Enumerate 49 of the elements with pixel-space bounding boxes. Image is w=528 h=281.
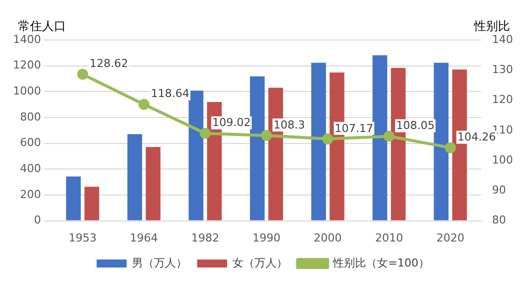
x-tick-label: 1982 [191,231,220,244]
legend-label: 男（万人） [132,256,188,270]
data-label: 118.64 [150,87,190,100]
point [138,98,150,110]
data-label: 107.17 [334,122,374,135]
x-tick-label: 2000 [314,231,342,244]
point [200,128,211,139]
y2-tick-label: 100 [492,153,514,166]
y-tick-label: 200 [20,188,41,201]
data-label: 109.02 [212,116,251,130]
y-tick-label: 1200 [12,58,41,72]
bar [127,134,142,220]
bar [188,90,204,220]
y-tick-label: 800 [20,110,41,124]
bar [372,55,388,220]
bar [66,176,81,220]
bar [311,62,326,220]
point [444,142,456,154]
legend-label: 性别比（女=100） [332,256,430,270]
data-label: 108.3 [274,118,305,132]
bar [434,62,449,220]
y2-tick-label: 130 [492,62,514,76]
bar [146,147,160,220]
data-label: 104.26 [457,130,496,144]
point [261,130,272,142]
x-tick-label: 1990 [252,231,280,244]
point [322,133,334,144]
y-tick-label: 600 [20,136,41,150]
y-tick-label: 1000 [12,84,41,98]
x-tick-label: 2010 [375,231,404,244]
bar [250,76,265,220]
y2-tick-label: 120 [492,93,514,106]
y-tick-label: 0 [34,214,41,227]
y2-tick-label: 90 [492,184,506,197]
y2-tick-label: 140 [492,32,514,46]
x-tick-label: 1953 [68,231,97,244]
data-label: 108.05 [396,119,435,132]
legend-label: 女（万人） [232,256,288,270]
y-tick-label: 1400 [12,32,41,46]
y2-axis-title: 性别比 [473,19,510,33]
y2-tick-label: 80 [492,214,506,227]
point [77,68,88,80]
x-tick-label: 1964 [130,231,158,244]
data-label: 128.62 [90,57,128,70]
y-tick-label: 400 [20,162,41,175]
bar [84,186,100,220]
y-axis-title: 常住人口 [18,19,66,33]
point [384,130,395,142]
x-tick-label: 2020 [436,231,464,244]
